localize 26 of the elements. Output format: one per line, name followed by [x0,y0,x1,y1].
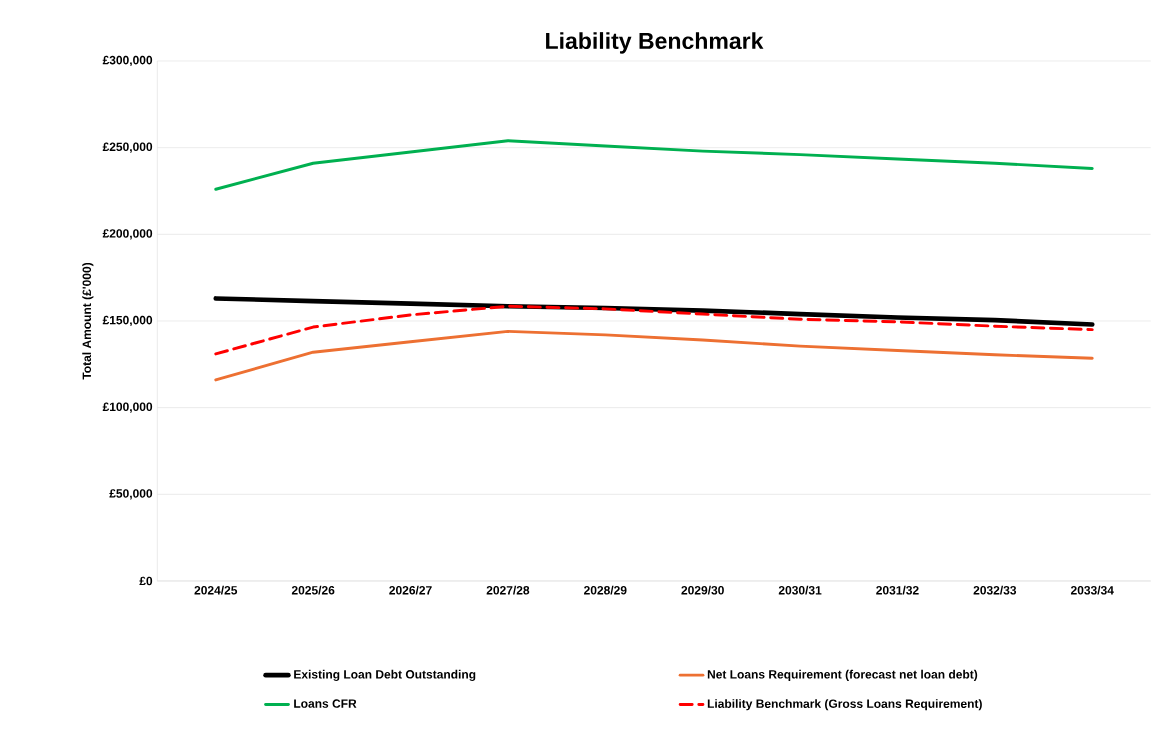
x-tick-label: 2025/26 [291,585,335,595]
legend-label: Loans CFR [294,699,357,708]
x-tick-label: 2027/28 [486,585,530,595]
line-series [214,304,1094,356]
y-tick-label: £50,000 [109,489,153,500]
y-tick-label: £100,000 [102,402,153,413]
x-tick-label: 2030/31 [778,585,822,595]
legend-label: Existing Loan Debt Outstanding [294,669,476,682]
x-tick-label: 2031/32 [876,585,919,595]
chart-title: Liability Benchmark [546,32,764,54]
y-tick-label: £250,000 [102,142,153,153]
line-series [214,329,1094,382]
y-tick-label: £300,000 [102,55,153,67]
x-tick-label: 2033/34 [1070,585,1114,595]
y-axis-title: Total Amount (£'000) [82,262,94,380]
y-tick-label: £0 [139,576,153,586]
y-tick-label: £150,000 [102,315,153,327]
x-tick-label: 2028/29 [584,585,627,595]
x-tick-label: 2029/30 [681,585,724,595]
legend-label: Liability Benchmark (Gross Loans Requirement) [707,699,982,711]
legend-label: Net Loans Requirement (forecast net loan debt) [707,669,978,681]
x-tick-label: 2026/27 [389,585,432,595]
line-series [214,139,1094,191]
x-tick-label: 2024/25 [194,585,238,595]
x-tick-label: 2032/33 [973,585,1017,595]
y-tick-label: £200,000 [102,229,153,240]
